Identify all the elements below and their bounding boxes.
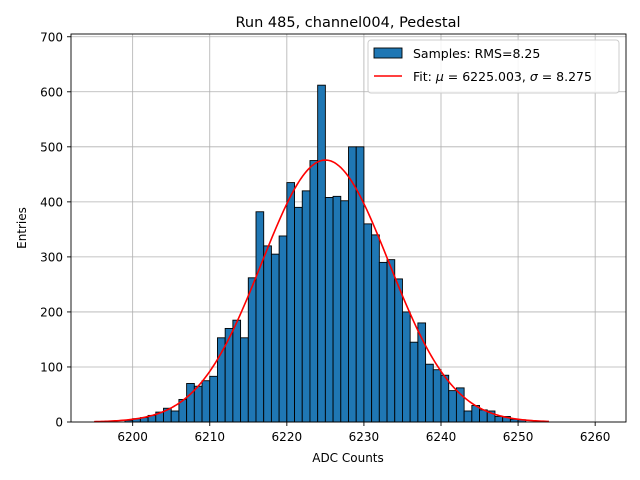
histogram-bar bbox=[263, 245, 272, 423]
histogram-bar bbox=[440, 374, 450, 423]
legend-hist-label: Samples: RMS=8.25 bbox=[413, 46, 540, 61]
x-axis-ticks: 6200 6210 6220 6230 6240 6250 6260 bbox=[117, 422, 610, 444]
legend-fit-mu: μ bbox=[435, 69, 444, 84]
histogram-bar bbox=[201, 380, 211, 423]
y-tick-label: 400 bbox=[40, 195, 63, 209]
histogram-bar bbox=[193, 385, 203, 423]
legend: Samples: RMS=8.25 Fit: μ = 6225.003, σ =… bbox=[367, 39, 620, 94]
histogram-bar bbox=[432, 369, 442, 423]
x-tick-label: 6250 bbox=[503, 430, 534, 444]
histogram-bar bbox=[463, 410, 473, 423]
x-axis-label: ADC Counts bbox=[312, 451, 384, 465]
histogram-bar bbox=[294, 206, 303, 423]
legend-hist-swatch bbox=[373, 47, 403, 59]
chart-title: Run 485, channel004, Pedestal bbox=[235, 15, 460, 31]
histogram-bar bbox=[217, 337, 226, 423]
histogram-bar bbox=[278, 235, 288, 423]
legend-box bbox=[367, 39, 620, 94]
histogram-bar bbox=[402, 311, 411, 423]
fit-curve bbox=[94, 159, 549, 423]
x-tick-label: 6240 bbox=[426, 430, 457, 444]
histogram-bar bbox=[409, 341, 419, 423]
y-tick-label: 200 bbox=[40, 305, 63, 319]
y-tick-label: 0 bbox=[55, 416, 63, 430]
histogram-bar bbox=[240, 337, 249, 423]
y-tick-label: 500 bbox=[40, 140, 63, 154]
x-tick-label: 6230 bbox=[349, 430, 380, 444]
histogram-bar bbox=[494, 416, 504, 423]
x-tick-label: 6210 bbox=[194, 430, 225, 444]
histogram-bar bbox=[386, 259, 396, 423]
histogram-bar bbox=[232, 319, 242, 423]
histogram-bar bbox=[186, 383, 195, 423]
legend-fit-sigma: σ bbox=[530, 69, 539, 84]
legend-fit-sigma-value: = 8.275 bbox=[538, 69, 592, 84]
plot-frame bbox=[70, 33, 627, 423]
histogram-bar bbox=[309, 160, 319, 423]
histogram-bar bbox=[332, 195, 342, 423]
histogram-bar bbox=[324, 197, 334, 423]
y-tick-label: 300 bbox=[40, 250, 63, 264]
y-tick-label: 100 bbox=[40, 360, 63, 374]
histogram-bars bbox=[124, 84, 527, 423]
histogram-bar bbox=[209, 375, 218, 423]
histogram-bar bbox=[378, 261, 388, 423]
histogram-bar bbox=[448, 390, 457, 423]
y-tick-label: 700 bbox=[40, 30, 63, 44]
legend-fit-prefix: Fit: bbox=[413, 69, 436, 84]
histogram-bar bbox=[170, 410, 180, 423]
y-axis-label: Entries bbox=[15, 207, 29, 249]
histogram-bar bbox=[270, 253, 280, 423]
x-tick-label: 6220 bbox=[272, 430, 303, 444]
histogram-bar bbox=[425, 363, 434, 423]
histogram-bar bbox=[255, 211, 265, 423]
y-axis-ticks: 0 100 200 300 400 500 600 700 bbox=[40, 30, 71, 430]
histogram-bar bbox=[340, 200, 349, 423]
histogram-bar bbox=[286, 182, 295, 423]
histogram-bar bbox=[247, 277, 257, 423]
histogram-bar bbox=[394, 278, 403, 423]
histogram-bar bbox=[363, 223, 373, 423]
histogram-bar bbox=[301, 190, 311, 423]
y-tick-label: 600 bbox=[40, 85, 63, 99]
legend-fit-mu-value: = 6225.003, bbox=[444, 69, 530, 84]
histogram-bar bbox=[371, 234, 380, 423]
histogram-bar bbox=[317, 84, 326, 423]
x-tick-label: 6260 bbox=[580, 430, 611, 444]
x-tick-label: 6200 bbox=[117, 430, 148, 444]
legend-fit-label: Fit: μ = 6225.003, σ = 8.275 bbox=[413, 69, 592, 84]
histogram-bar bbox=[355, 146, 365, 423]
